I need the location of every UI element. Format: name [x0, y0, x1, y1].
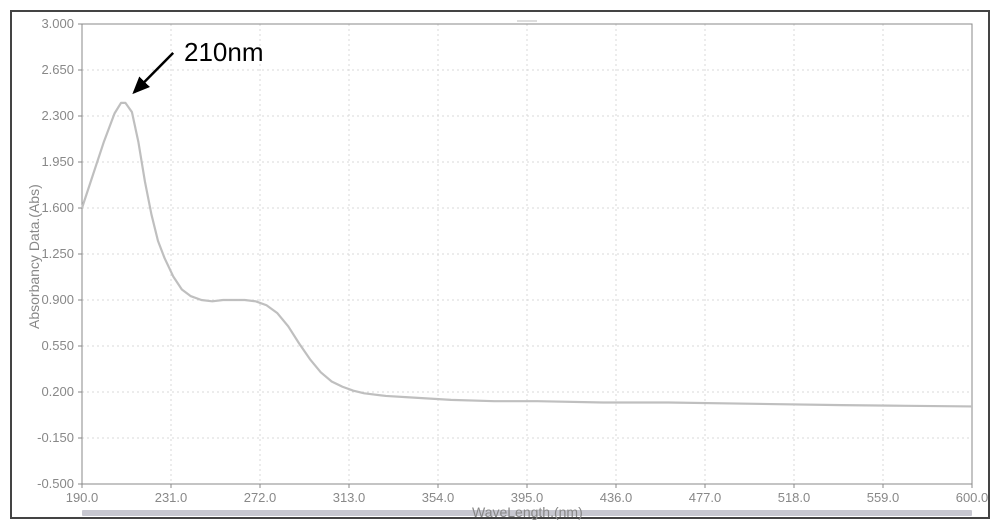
peak-annotation-label: 210nm — [184, 37, 264, 67]
x-tick-label: 436.0 — [600, 490, 633, 505]
x-tick-label: 518.0 — [778, 490, 811, 505]
y-tick-label: 2.300 — [41, 108, 74, 123]
x-tick-label: 354.0 — [422, 490, 455, 505]
y-tick-label: 1.950 — [41, 154, 74, 169]
y-tick-label: 0.550 — [41, 338, 74, 353]
x-tick-label: 231.0 — [155, 490, 188, 505]
y-tick-label: 1.600 — [41, 200, 74, 215]
x-axis-label: WaveLength.(nm) — [472, 504, 583, 520]
y-axis-label: Absorbancy Data.(Abs) — [26, 184, 42, 329]
y-tick-label: -0.150 — [37, 430, 74, 445]
absorbance-chart: 190.0 231.0 272.0 313.0 354.0 395.0 436.0 477.0… — [12, 12, 988, 517]
x-tick-label: 559.0 — [867, 490, 900, 505]
y-tick-label: 1.250 — [41, 246, 74, 261]
x-tick-label: 600.0 — [956, 490, 988, 505]
x-tick-label: 190.0 — [66, 490, 99, 505]
x-tick-label: 477.0 — [689, 490, 722, 505]
y-tick-label: -0.500 — [37, 476, 74, 491]
y-tick-label: 2.650 — [41, 62, 74, 77]
y-tick-label: 3.000 — [41, 16, 74, 31]
y-tick-label: 0.200 — [41, 384, 74, 399]
y-tick-label: 0.900 — [41, 292, 74, 307]
x-tick-label: 313.0 — [333, 490, 366, 505]
chart-wrapper: 190.0 231.0 272.0 313.0 354.0 395.0 436.0 477.0… — [0, 0, 1000, 529]
x-tick-label: 272.0 — [244, 490, 277, 505]
x-tick-label: 395.0 — [511, 490, 544, 505]
